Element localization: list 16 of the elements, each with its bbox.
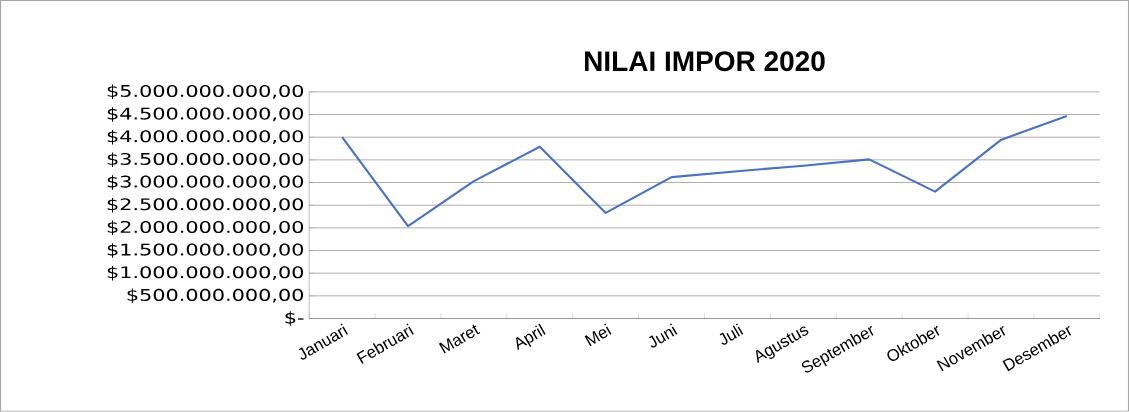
y-tick-label: $500.000.000,00 (127, 288, 304, 304)
y-tick-label: $3.000.000.000,00 (107, 175, 304, 190)
y-tick-label: $4.000.000.000,00 (107, 130, 304, 145)
line-series (341, 114, 1068, 228)
y-tick-label: $2.500.000.000,00 (107, 198, 304, 213)
y-tick-label: $1.500.000.000,00 (107, 243, 304, 258)
x-tick-label: Mei (584, 323, 612, 347)
x-tick-label: Juli (719, 323, 744, 345)
y-tick-label: $3.500.000.000,00 (107, 152, 304, 168)
y-tick-label: $2.000.000.000,00 (107, 220, 304, 236)
y-tick-label: $1.000.000.000,00 (107, 266, 304, 281)
x-tick-label: Juni (649, 323, 678, 348)
chart-title: NILAI IMPOR 2020 (585, 51, 825, 72)
y-tick-label: $4.500.000.000,00 (107, 107, 304, 122)
x-tick-label: April (516, 323, 546, 351)
y-tick-label: $5.000.000.000,00 (107, 84, 304, 100)
